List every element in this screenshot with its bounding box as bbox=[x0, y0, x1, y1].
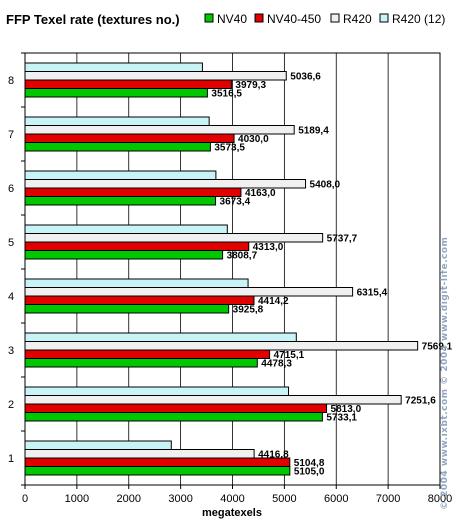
data-label: 5189,4 bbox=[298, 126, 329, 137]
y-category-label: 4 bbox=[8, 291, 14, 303]
bar-r420 bbox=[24, 125, 295, 135]
legend-swatch bbox=[330, 13, 340, 23]
bar-r420-12- bbox=[24, 440, 172, 450]
data-label: 5737,7 bbox=[327, 234, 358, 245]
data-label: 5813,0 bbox=[331, 404, 362, 415]
data-label: 5105,0 bbox=[294, 467, 325, 478]
bar-r420 bbox=[24, 449, 255, 459]
x-tick-label: 8000 bbox=[428, 493, 452, 505]
bar-r420 bbox=[24, 287, 354, 297]
bar-nv40 bbox=[24, 412, 323, 422]
x-tick-label: 4000 bbox=[220, 493, 244, 505]
y-category-label: 6 bbox=[8, 183, 14, 195]
data-label: 5104,8 bbox=[294, 458, 325, 469]
legend-entry: R420 bbox=[343, 12, 372, 26]
x-tick-label: 3000 bbox=[168, 493, 192, 505]
bar-nv40-450 bbox=[24, 457, 291, 467]
data-label: 7251,6 bbox=[405, 396, 436, 407]
data-label: 3516,5 bbox=[211, 89, 242, 100]
data-label: 5036,6 bbox=[290, 72, 321, 83]
watermark: © 2004 www.ixbt.com © 2004 www.digit-lif… bbox=[440, 237, 450, 510]
axes: 0 1000 2000 3000 4000 5000 6000 7000 8000 1 2 3 4 5 6 7… bbox=[8, 52, 452, 505]
bar-r420-12- bbox=[24, 386, 290, 396]
bar-nv40 bbox=[24, 250, 224, 260]
data-label: 3925,8 bbox=[233, 305, 264, 316]
legend-entry: R420 (12) bbox=[392, 12, 445, 26]
y-category-label: 2 bbox=[8, 399, 14, 411]
legend-swatch bbox=[254, 13, 264, 23]
data-label: 3573,5 bbox=[214, 143, 245, 154]
legend-entry: NV40 bbox=[217, 12, 247, 26]
bar-r420-12- bbox=[24, 332, 297, 342]
y-category-label: 7 bbox=[8, 129, 14, 141]
data-label: 4416,8 bbox=[258, 450, 289, 461]
bar-nv40-450 bbox=[24, 133, 235, 143]
x-tick-label: 6000 bbox=[324, 493, 348, 505]
data-label: 4715,1 bbox=[274, 350, 305, 361]
bar-r420 bbox=[24, 341, 419, 351]
data-label: 4163,0 bbox=[245, 188, 276, 199]
data-label: 4313,0 bbox=[253, 242, 284, 253]
chart-title: FFP Texel rate (textures no.) bbox=[6, 12, 180, 27]
bar-nv40 bbox=[24, 88, 208, 98]
bar-nv40-450 bbox=[24, 403, 328, 413]
data-label: 6315,4 bbox=[357, 288, 388, 299]
bar-nv40 bbox=[24, 142, 211, 152]
data-label: 3808,7 bbox=[227, 251, 258, 262]
bar-r420-12- bbox=[24, 62, 203, 72]
bar-nv40-450 bbox=[24, 349, 271, 359]
data-label: 3673,4 bbox=[220, 197, 251, 208]
bars bbox=[24, 62, 419, 476]
data-label: 7569,1 bbox=[422, 342, 453, 353]
data-label: 5408,0 bbox=[310, 180, 341, 191]
bar-nv40-450 bbox=[24, 295, 255, 305]
data-label: 4478,3 bbox=[261, 359, 292, 370]
x-axis-label: megatexels bbox=[202, 507, 262, 519]
x-tick-label: 7000 bbox=[376, 493, 400, 505]
y-category-label: 1 bbox=[8, 453, 14, 465]
legend-entry: NV40-450 bbox=[267, 12, 321, 26]
y-category-label: 8 bbox=[8, 75, 14, 87]
legend: NV40 NV40-450 R420 R420 (12) bbox=[204, 12, 445, 26]
legend-swatch bbox=[379, 13, 389, 23]
bar-nv40-450 bbox=[24, 79, 232, 89]
bar-nv40 bbox=[24, 196, 217, 206]
bar-nv40 bbox=[24, 466, 291, 476]
bar-r420 bbox=[24, 395, 402, 405]
data-label: 4414,2 bbox=[258, 296, 289, 307]
legend-swatch bbox=[204, 13, 214, 23]
bar-r420-12- bbox=[24, 170, 217, 180]
bar-r420-12- bbox=[24, 224, 228, 234]
x-tick-label: 0 bbox=[22, 493, 28, 505]
bar-r420-12- bbox=[24, 116, 210, 126]
bar-nv40 bbox=[24, 304, 230, 314]
bar-nv40-450 bbox=[24, 187, 242, 197]
y-category-label: 5 bbox=[8, 237, 14, 249]
y-category-label: 3 bbox=[8, 345, 14, 357]
bar-r420 bbox=[24, 233, 324, 243]
x-tick-label: 2000 bbox=[117, 493, 141, 505]
bar-nv40-450 bbox=[24, 241, 250, 251]
x-tick-label: 5000 bbox=[272, 493, 296, 505]
bar-r420-12- bbox=[24, 278, 249, 288]
x-tick-label: 1000 bbox=[65, 493, 89, 505]
bar-r420 bbox=[24, 71, 287, 81]
data-label: 4030,0 bbox=[238, 134, 269, 145]
bar-r420 bbox=[24, 179, 307, 189]
data-label: 3979,3 bbox=[235, 80, 266, 91]
data-label: 5733,1 bbox=[326, 413, 357, 424]
bar-nv40 bbox=[24, 358, 258, 368]
